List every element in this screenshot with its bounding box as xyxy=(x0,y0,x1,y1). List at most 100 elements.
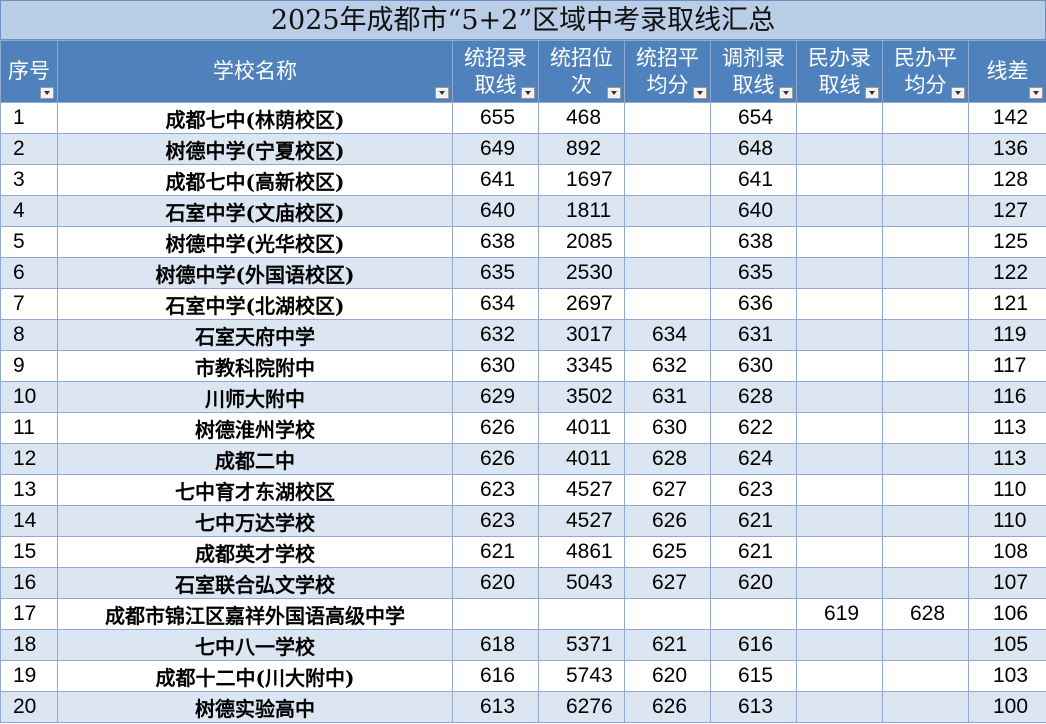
cell-unified-line[interactable]: 621 xyxy=(452,536,539,568)
cell-adjust-line[interactable]: 621 xyxy=(710,536,797,568)
cell-no[interactable]: 2 xyxy=(0,133,58,165)
filter-dropdown-icon[interactable] xyxy=(521,87,535,99)
cell-adjust-line[interactable]: 624 xyxy=(710,443,797,475)
cell-private-line[interactable] xyxy=(796,505,883,537)
cell-unified-line[interactable]: 638 xyxy=(452,226,539,258)
cell-diff[interactable]: 105 xyxy=(968,629,1046,661)
cell-unified-rank[interactable]: 3502 xyxy=(538,381,625,413)
cell-private-line[interactable] xyxy=(796,474,883,506)
cell-unified-avg[interactable]: 625 xyxy=(624,536,711,568)
cell-private-line[interactable] xyxy=(796,567,883,599)
cell-school-name[interactable]: 树德实验高中 xyxy=(57,691,453,723)
cell-unified-line[interactable]: 649 xyxy=(452,133,539,165)
cell-unified-avg[interactable] xyxy=(624,164,711,196)
cell-adjust-line[interactable]: 630 xyxy=(710,350,797,382)
cell-adjust-line[interactable]: 640 xyxy=(710,195,797,227)
cell-school-name[interactable]: 成都二中 xyxy=(57,443,453,475)
cell-private-line[interactable] xyxy=(796,164,883,196)
cell-diff[interactable]: 107 xyxy=(968,567,1046,599)
cell-school-name[interactable]: 石室中学(文庙校区) xyxy=(57,195,453,227)
cell-unified-rank[interactable]: 4011 xyxy=(538,443,625,475)
cell-unified-line[interactable]: 630 xyxy=(452,350,539,382)
filter-dropdown-icon[interactable] xyxy=(951,87,965,99)
cell-adjust-line[interactable]: 621 xyxy=(710,505,797,537)
cell-private-avg[interactable] xyxy=(882,474,969,506)
cell-diff[interactable]: 127 xyxy=(968,195,1046,227)
cell-private-avg[interactable] xyxy=(882,319,969,351)
cell-no[interactable]: 16 xyxy=(0,567,58,599)
cell-unified-line[interactable]: 629 xyxy=(452,381,539,413)
cell-school-name[interactable]: 成都十二中(川大附中) xyxy=(57,660,453,692)
cell-diff[interactable]: 117 xyxy=(968,350,1046,382)
cell-diff[interactable]: 110 xyxy=(968,474,1046,506)
filter-dropdown-icon[interactable] xyxy=(435,87,449,99)
cell-diff[interactable]: 108 xyxy=(968,536,1046,568)
cell-diff[interactable]: 121 xyxy=(968,288,1046,320)
cell-private-line[interactable] xyxy=(796,226,883,258)
cell-unified-rank[interactable]: 2697 xyxy=(538,288,625,320)
cell-adjust-line[interactable]: 613 xyxy=(710,691,797,723)
cell-unified-line[interactable]: 618 xyxy=(452,629,539,661)
cell-unified-rank[interactable]: 3345 xyxy=(538,350,625,382)
cell-no[interactable]: 1 xyxy=(0,102,58,134)
cell-unified-line[interactable]: 626 xyxy=(452,443,539,475)
cell-adjust-line[interactable]: 648 xyxy=(710,133,797,165)
cell-school-name[interactable]: 树德中学(宁夏校区) xyxy=(57,133,453,165)
cell-unified-avg[interactable] xyxy=(624,102,711,134)
cell-school-name[interactable]: 石室天府中学 xyxy=(57,319,453,351)
cell-unified-rank[interactable]: 1811 xyxy=(538,195,625,227)
cell-unified-line[interactable]: 632 xyxy=(452,319,539,351)
cell-unified-avg[interactable] xyxy=(624,195,711,227)
cell-diff[interactable]: 110 xyxy=(968,505,1046,537)
cell-private-line[interactable] xyxy=(796,195,883,227)
cell-no[interactable]: 7 xyxy=(0,288,58,320)
cell-private-line[interactable] xyxy=(796,257,883,289)
cell-private-avg[interactable] xyxy=(882,164,969,196)
cell-private-line[interactable] xyxy=(796,102,883,134)
cell-private-line[interactable] xyxy=(796,660,883,692)
cell-unified-rank[interactable]: 1697 xyxy=(538,164,625,196)
cell-private-avg[interactable] xyxy=(882,195,969,227)
cell-unified-avg[interactable]: 630 xyxy=(624,412,711,444)
cell-unified-avg[interactable]: 627 xyxy=(624,474,711,506)
cell-school-name[interactable]: 树德淮州学校 xyxy=(57,412,453,444)
cell-unified-avg[interactable] xyxy=(624,133,711,165)
cell-unified-line[interactable]: 616 xyxy=(452,660,539,692)
cell-unified-avg[interactable]: 627 xyxy=(624,567,711,599)
cell-no[interactable]: 4 xyxy=(0,195,58,227)
cell-diff[interactable]: 113 xyxy=(968,443,1046,475)
cell-private-avg[interactable] xyxy=(882,505,969,537)
cell-unified-rank[interactable]: 468 xyxy=(538,102,625,134)
cell-school-name[interactable]: 七中育才东湖校区 xyxy=(57,474,453,506)
cell-unified-rank[interactable]: 4011 xyxy=(538,412,625,444)
cell-unified-rank[interactable]: 5743 xyxy=(538,660,625,692)
cell-adjust-line[interactable]: 631 xyxy=(710,319,797,351)
cell-unified-avg[interactable]: 620 xyxy=(624,660,711,692)
filter-dropdown-icon[interactable] xyxy=(865,87,879,99)
cell-unified-line[interactable]: 623 xyxy=(452,505,539,537)
cell-private-line[interactable]: 619 xyxy=(796,598,883,630)
cell-school-name[interactable]: 成都七中(高新校区) xyxy=(57,164,453,196)
cell-unified-line[interactable]: 655 xyxy=(452,102,539,134)
filter-dropdown-icon[interactable] xyxy=(693,87,707,99)
cell-unified-avg[interactable]: 628 xyxy=(624,443,711,475)
filter-dropdown-icon[interactable] xyxy=(779,87,793,99)
cell-unified-line[interactable]: 626 xyxy=(452,412,539,444)
cell-school-name[interactable]: 市教科院附中 xyxy=(57,350,453,382)
cell-private-avg[interactable] xyxy=(882,381,969,413)
cell-private-line[interactable] xyxy=(796,412,883,444)
filter-dropdown-icon[interactable] xyxy=(607,87,621,99)
cell-unified-avg[interactable]: 631 xyxy=(624,381,711,413)
cell-adjust-line[interactable]: 636 xyxy=(710,288,797,320)
cell-adjust-line[interactable]: 620 xyxy=(710,567,797,599)
cell-no[interactable]: 8 xyxy=(0,319,58,351)
cell-no[interactable]: 10 xyxy=(0,381,58,413)
cell-private-avg[interactable] xyxy=(882,443,969,475)
cell-private-line[interactable] xyxy=(796,381,883,413)
cell-unified-rank[interactable]: 892 xyxy=(538,133,625,165)
cell-unified-line[interactable]: 613 xyxy=(452,691,539,723)
cell-diff[interactable]: 136 xyxy=(968,133,1046,165)
cell-unified-avg[interactable]: 626 xyxy=(624,691,711,723)
cell-unified-avg[interactable]: 634 xyxy=(624,319,711,351)
cell-private-avg[interactable] xyxy=(882,350,969,382)
